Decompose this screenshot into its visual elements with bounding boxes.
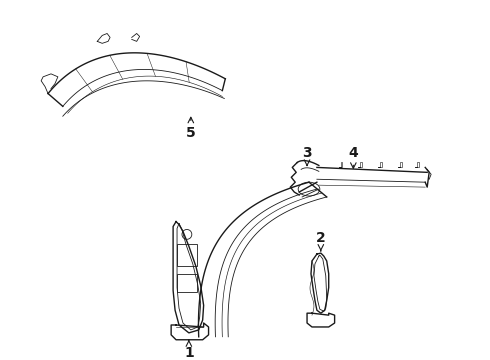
Text: 5: 5 <box>186 117 196 140</box>
Bar <box>177 244 197 266</box>
Bar <box>177 274 197 292</box>
Text: 4: 4 <box>348 146 358 168</box>
Text: 3: 3 <box>302 146 312 166</box>
Text: 2: 2 <box>316 231 326 251</box>
Text: 1: 1 <box>184 340 194 360</box>
